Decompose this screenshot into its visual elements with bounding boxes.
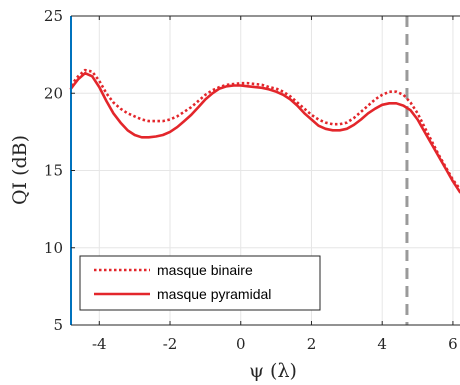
series-line-masque-pyramidal	[69, 71, 460, 194]
x-tick-label-3: 2	[307, 335, 317, 353]
legend: masque binaire masque pyramidal	[79, 255, 321, 311]
series-layer	[69, 68, 460, 194]
y-tick-label-0: 5	[53, 316, 63, 334]
legend-box	[79, 255, 321, 311]
x-axis-label: ψ (λ)	[249, 360, 297, 382]
series-line-masque-binaire	[69, 68, 460, 190]
tick-labels: -4 -2 0 2 4 6 5 10 15 20 25	[44, 7, 458, 353]
x-tick-label-4: 4	[377, 335, 387, 353]
y-tick-label-4: 25	[44, 7, 63, 25]
axes	[70, 15, 460, 326]
x-tick-label-0: -4	[92, 335, 107, 353]
legend-label-masque-pyramidal: masque pyramidal	[157, 286, 271, 302]
legend-label-masque-binaire: masque binaire	[157, 262, 253, 278]
x-tick-label-1: -2	[163, 335, 178, 353]
y-tick-label-1: 10	[44, 239, 63, 257]
y-axis-label: QI (dB)	[9, 135, 31, 205]
y-tick-label-2: 15	[44, 162, 63, 180]
x-tick-label-5: 6	[448, 335, 458, 353]
y-tick-label-3: 20	[44, 84, 63, 102]
x-tick-label-2: 0	[236, 335, 246, 353]
